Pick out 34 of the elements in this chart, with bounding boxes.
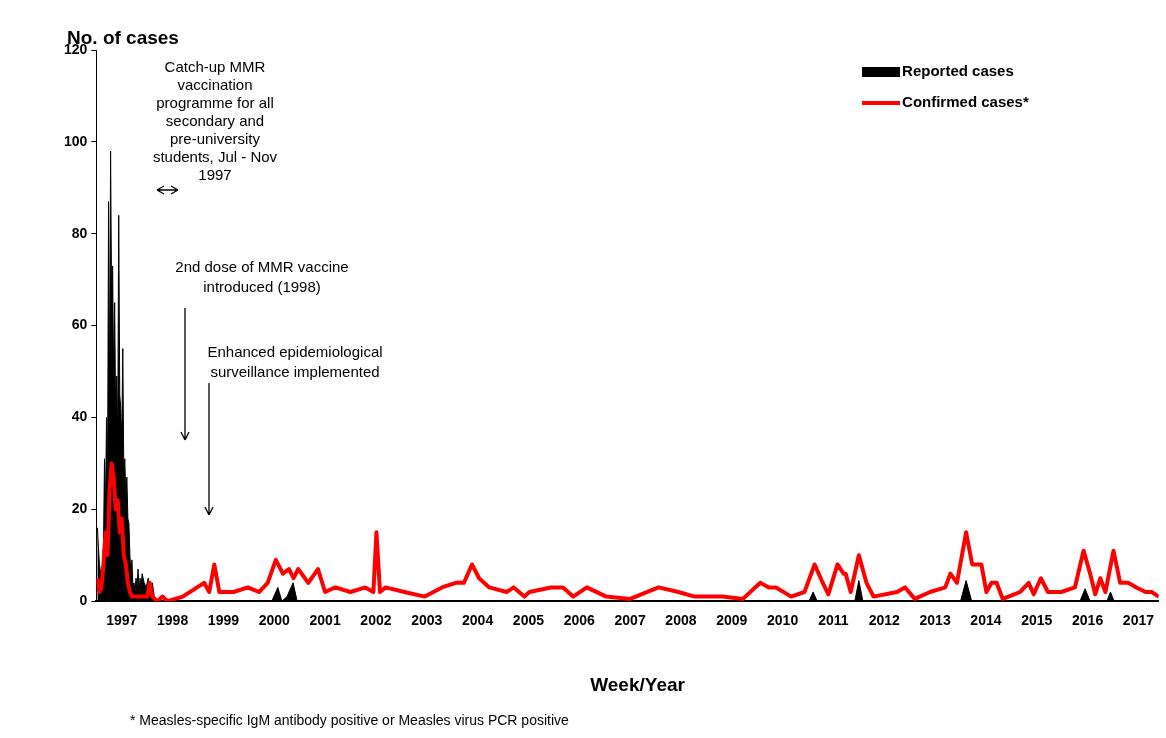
x-tick-label: 2000 xyxy=(258,612,291,629)
x-tick-label: 2011 xyxy=(818,612,849,629)
x-tick-label: 1998 xyxy=(157,612,189,629)
x-tick-label: 2006 xyxy=(563,612,596,629)
x-tick-label: 2002 xyxy=(360,612,392,629)
annotation: 2nd dose of MMR vaccine introduced (1998) xyxy=(175,258,349,295)
y-tick-label: 100 xyxy=(64,132,88,149)
x-tick-label: 2010 xyxy=(767,612,799,629)
x-tick-label: 1999 xyxy=(207,612,240,629)
y-tick-label: 0 xyxy=(79,592,88,609)
legend-label: Confirmed cases* xyxy=(902,93,1029,111)
y-tick-label: 40 xyxy=(71,408,88,425)
x-tick-label: 2017 xyxy=(1122,612,1155,629)
text: * Measles-specific IgM antibody positive or Measles virus PCR positive xyxy=(130,712,570,728)
x-tick-label: 2016 xyxy=(1072,612,1104,629)
legend-label: Reported cases xyxy=(902,62,1014,80)
x-tick-label: 2013 xyxy=(919,612,951,629)
x-tick-label: 2007 xyxy=(614,612,646,629)
x-tick-label: 2015 xyxy=(1021,612,1053,629)
x-tick-label: 2009 xyxy=(716,612,748,629)
annotation: Enhanced epidemiological surveillance implemented xyxy=(207,343,383,380)
y-tick-label: 80 xyxy=(71,224,88,241)
y-tick-label: 20 xyxy=(71,500,88,517)
x-tick-label: 2004 xyxy=(462,612,494,629)
x-tick-label: 1997 xyxy=(106,612,138,629)
x-tick-label: 2014 xyxy=(970,612,1002,629)
x-tick-label: 2005 xyxy=(512,612,545,629)
x-tick-label: 2012 xyxy=(868,612,901,629)
x-tick-label: 2001 xyxy=(309,612,341,629)
y-tick-label: 60 xyxy=(71,316,88,333)
x-tick-label: 2008 xyxy=(665,612,697,629)
annotation: Catch-up MMR vaccination programme for all secondary and pre-university students, Jul - Nov 1997 xyxy=(152,58,278,183)
x-tick-label: 2003 xyxy=(411,612,443,629)
x-axis-title: Week/Year xyxy=(590,674,686,695)
